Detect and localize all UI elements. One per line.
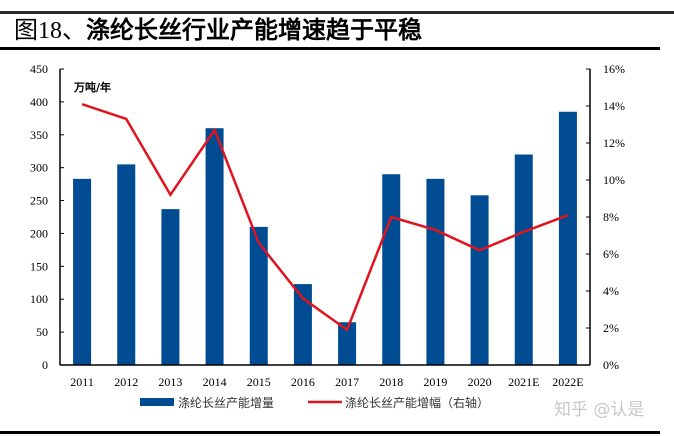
left-tick-label: 400	[30, 95, 48, 109]
right-tick-label: 10%	[603, 173, 625, 187]
left-tick-label: 0	[42, 358, 48, 372]
left-tick-label: 100	[30, 292, 48, 306]
left-tick-label: 450	[30, 62, 48, 76]
watermark: 知乎 @认是	[554, 400, 645, 420]
growth-line	[81, 102, 569, 332]
right-tick-label: 8%	[603, 210, 619, 224]
x-tick-label: 2015	[247, 375, 271, 389]
left-tick-label: 150	[30, 259, 48, 273]
right-tick-label: 6%	[603, 247, 619, 261]
figure-label: 图18、	[14, 18, 86, 44]
bottom-rule	[0, 431, 660, 434]
x-tick-label: 2016	[291, 375, 315, 389]
bar-2015	[249, 226, 268, 365]
bar-2022E	[558, 111, 577, 365]
right-tick-label: 2%	[603, 321, 619, 335]
bar-2011	[73, 178, 92, 365]
bar-2021E	[514, 154, 533, 365]
figure-title-text: 涤纶长丝行业产能增速趋于平稳	[86, 15, 422, 44]
right-tick-label: 14%	[603, 99, 625, 113]
bar-2014	[205, 128, 224, 365]
right-tick-label: 16%	[603, 62, 625, 76]
left-tick-label: 250	[30, 194, 48, 208]
x-tick-label: 2017	[335, 375, 359, 389]
right-tick-label: 0%	[603, 358, 619, 372]
x-tick-label: 2012	[114, 375, 138, 389]
left-tick-label: 50	[36, 325, 48, 339]
x-tick-label: 2020	[468, 375, 492, 389]
bar-2012	[117, 164, 136, 365]
bar-2016	[293, 284, 312, 365]
right-tick-label: 4%	[603, 284, 619, 298]
x-tick-label: 2019	[423, 375, 447, 389]
legend-bar-swatch	[140, 398, 174, 406]
x-tick-label: 2018	[379, 375, 403, 389]
x-tick-label: 2022E	[552, 375, 583, 389]
bar-2013	[161, 209, 180, 365]
x-tick-label: 2021E	[508, 375, 539, 389]
legend-line-label: 涤纶长丝产能增幅（右轴）	[345, 395, 489, 410]
bar-2020	[470, 195, 489, 365]
legend-bar-label: 涤纶长丝产能增量	[178, 396, 274, 410]
left-tick-label: 350	[30, 128, 48, 142]
x-tick-label: 2011	[70, 375, 94, 389]
unit-label: 万吨/年	[73, 80, 111, 94]
right-tick-label: 12%	[603, 136, 625, 150]
bar-2019	[426, 178, 445, 365]
title-rule	[0, 47, 660, 50]
figure-title: 图18、涤纶长丝行业产能增速趋于平稳	[14, 15, 422, 46]
bar-2018	[382, 174, 401, 365]
x-tick-label: 2014	[203, 375, 227, 389]
left-tick-label: 200	[30, 226, 48, 240]
left-tick-label: 300	[30, 161, 48, 175]
x-tick-label: 2013	[158, 375, 182, 389]
bar-2017	[338, 322, 357, 365]
top-rule	[0, 11, 674, 14]
